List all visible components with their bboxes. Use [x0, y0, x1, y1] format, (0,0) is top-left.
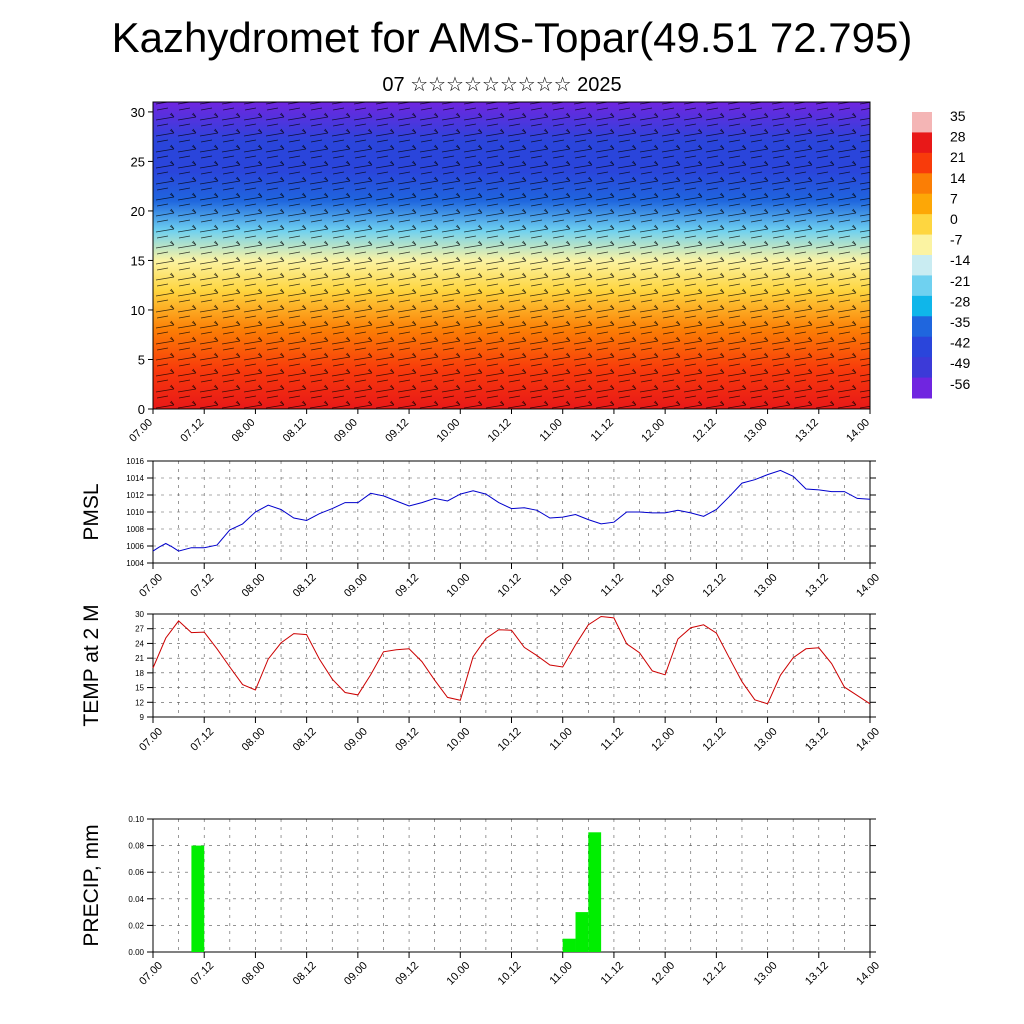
cs-xtick-label: 13.00 [742, 417, 770, 445]
colorbar-label: 28 [950, 129, 966, 145]
colorbar-label: -35 [950, 314, 970, 330]
cs-xtick-label: 08.12 [281, 417, 309, 445]
colorbar: 35 28 21 14 7 0 -7 -14 -21 -28 -35 -42 -49 -56 [912, 108, 970, 399]
colorbar-bin [912, 152, 932, 174]
colorbar-bin [912, 173, 932, 195]
cs-xtick-label: 12.12 [691, 417, 719, 445]
colorbar-label: 14 [950, 170, 966, 186]
cs-xtick-label: 11.12 [589, 417, 616, 444]
colorbar-label: 21 [950, 149, 966, 165]
cs-xtick-label: 07.00 [127, 417, 155, 445]
colorbar-bin [912, 336, 932, 358]
colorbar-bin [912, 234, 932, 256]
colorbar-label: 35 [950, 108, 966, 124]
cs-ytick-label: 30 [131, 105, 145, 120]
colorbar-label: 0 [950, 211, 958, 227]
cs-ytick-label: 0 [138, 402, 145, 417]
colorbar-bin [912, 112, 932, 133]
cs-xtick-label: 11.00 [537, 417, 564, 444]
colorbar-bin [912, 275, 932, 297]
wind-barbs [153, 102, 870, 409]
cs-ytick-label: 5 [138, 352, 145, 367]
cs-xtick-label: 08.00 [230, 417, 258, 445]
colorbar-bin [912, 255, 932, 276]
cs-ytick-label: 10 [131, 303, 145, 318]
colorbar-bin [912, 357, 932, 379]
chart-title: Kazhydromet for AMS-Topar(49.51 72.795) [111, 14, 913, 61]
cs-xtick-label: 07.12 [178, 417, 206, 445]
cs-xtick-label: 10.00 [434, 417, 462, 445]
cs-xtick-label: 09.00 [332, 417, 360, 445]
cs-ytick-label: 25 [131, 154, 145, 169]
colorbar-label: -14 [950, 252, 970, 268]
cs-xtick-label: 13.12 [793, 417, 821, 445]
cs-ytick-label: 20 [131, 204, 145, 219]
colorbar-label: -21 [950, 273, 970, 289]
cs-xtick-label: 09.12 [383, 417, 411, 445]
chart-subtitle: 07 ☆☆☆☆☆☆☆☆☆ 2025 [382, 74, 622, 96]
colorbar-label: -49 [950, 355, 970, 371]
cs-xtick-label: 12.00 [639, 417, 667, 445]
colorbar-label: -28 [950, 293, 970, 309]
colorbar-bin [912, 295, 932, 317]
colorbar-bin [912, 377, 932, 399]
colorbar-bin [912, 132, 932, 154]
cs-xtick-label: 10.12 [486, 417, 514, 445]
colorbar-label: -42 [950, 335, 970, 351]
cs-xtick-label: 14.00 [844, 417, 872, 445]
colorbar-label: 7 [950, 190, 958, 206]
colorbar-bin [912, 214, 932, 236]
cs-ytick-label: 15 [131, 253, 145, 268]
colorbar-bin [912, 316, 932, 338]
colorbar-label: -7 [950, 232, 963, 248]
colorbar-label: -56 [950, 376, 970, 392]
colorbar-bin [912, 193, 932, 215]
